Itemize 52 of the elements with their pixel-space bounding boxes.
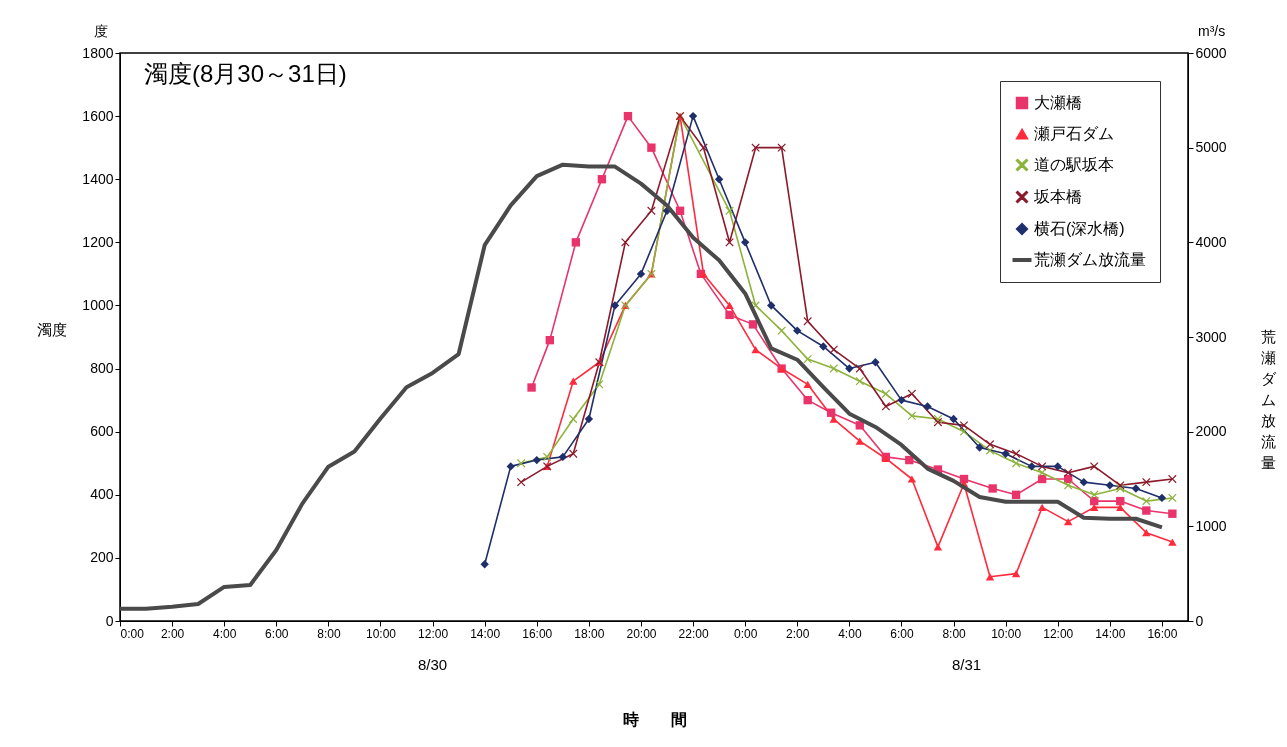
- y-tick-label: 1000: [82, 296, 114, 313]
- legend-label: 道の駅坂本: [1034, 156, 1114, 173]
- y-tick-label: 1200: [82, 233, 114, 250]
- x-tick-label: 22:00: [678, 626, 709, 641]
- x-tick-label: 14:00: [470, 626, 501, 641]
- x-tick-label: 16:00: [1147, 626, 1178, 641]
- y2-tick-label: 0: [1195, 612, 1204, 629]
- y2-tick-label: 6000: [1195, 44, 1227, 61]
- x-tick-label: 16:00: [522, 626, 553, 641]
- x-axis-title: 時 間: [622, 710, 687, 728]
- y2-tick-label: 3000: [1195, 328, 1227, 345]
- x-tick-label: 10:00: [991, 626, 1022, 641]
- y2-tick-label: 5000: [1195, 139, 1227, 156]
- y2-tick-label: 4000: [1195, 233, 1227, 250]
- x-tick-label: 2:00: [786, 626, 810, 641]
- x-tick-label: 4:00: [213, 626, 237, 641]
- text: m³/s: [1198, 23, 1226, 39]
- legend-label: 荒瀬ダム放流量: [1034, 251, 1146, 268]
- x-tick-label: 12:00: [1043, 626, 1074, 641]
- y2-tick-label: 2000: [1195, 423, 1227, 440]
- y-tick-label: 0: [105, 612, 114, 629]
- y-tick-label: 800: [90, 360, 114, 377]
- x-tick-label: 20:00: [626, 626, 657, 641]
- x-tick-label: 12:00: [418, 626, 449, 641]
- y-tick-label: 200: [90, 549, 114, 566]
- y2-tick-label: 1000: [1195, 517, 1227, 534]
- y-tick-label: 600: [90, 423, 114, 440]
- text: 8/30: [417, 656, 448, 673]
- y-tick-label: 400: [90, 486, 114, 503]
- x-tick-label: 6:00: [890, 626, 914, 641]
- y-tick-label: 1600: [82, 107, 114, 124]
- text: 度: [94, 23, 108, 39]
- legend-label: 坂本橋: [1033, 188, 1082, 205]
- legend-label: 瀬戸石ダム: [1034, 125, 1114, 142]
- chart-title: 濁度(8月30～31日): [144, 60, 347, 87]
- y-axis-title: 濁度: [37, 320, 68, 338]
- x-tick-label: 6:00: [265, 626, 289, 641]
- x-tick-label: 0:00: [733, 626, 758, 641]
- x-tick-label: 4:00: [838, 626, 862, 641]
- x-tick-label: 2:00: [160, 626, 185, 641]
- x-tick-label: 8:00: [317, 626, 341, 641]
- y-tick-label: 1800: [82, 44, 114, 61]
- x-tick-label: 18:00: [574, 626, 605, 641]
- y-tick-label: 1400: [82, 170, 114, 187]
- y2-axis-title: 荒瀬ダム放流量: [1260, 328, 1277, 471]
- x-tick-label: 10:00: [365, 626, 397, 641]
- legend-label: 大瀬橋: [1034, 94, 1082, 111]
- text: 8/31: [951, 656, 982, 673]
- x-tick-label: 0:00: [120, 626, 145, 641]
- x-tick-label: 8:00: [942, 626, 967, 641]
- x-tick-label: 14:00: [1095, 626, 1126, 641]
- legend-label: 横石(深水橋): [1034, 220, 1125, 237]
